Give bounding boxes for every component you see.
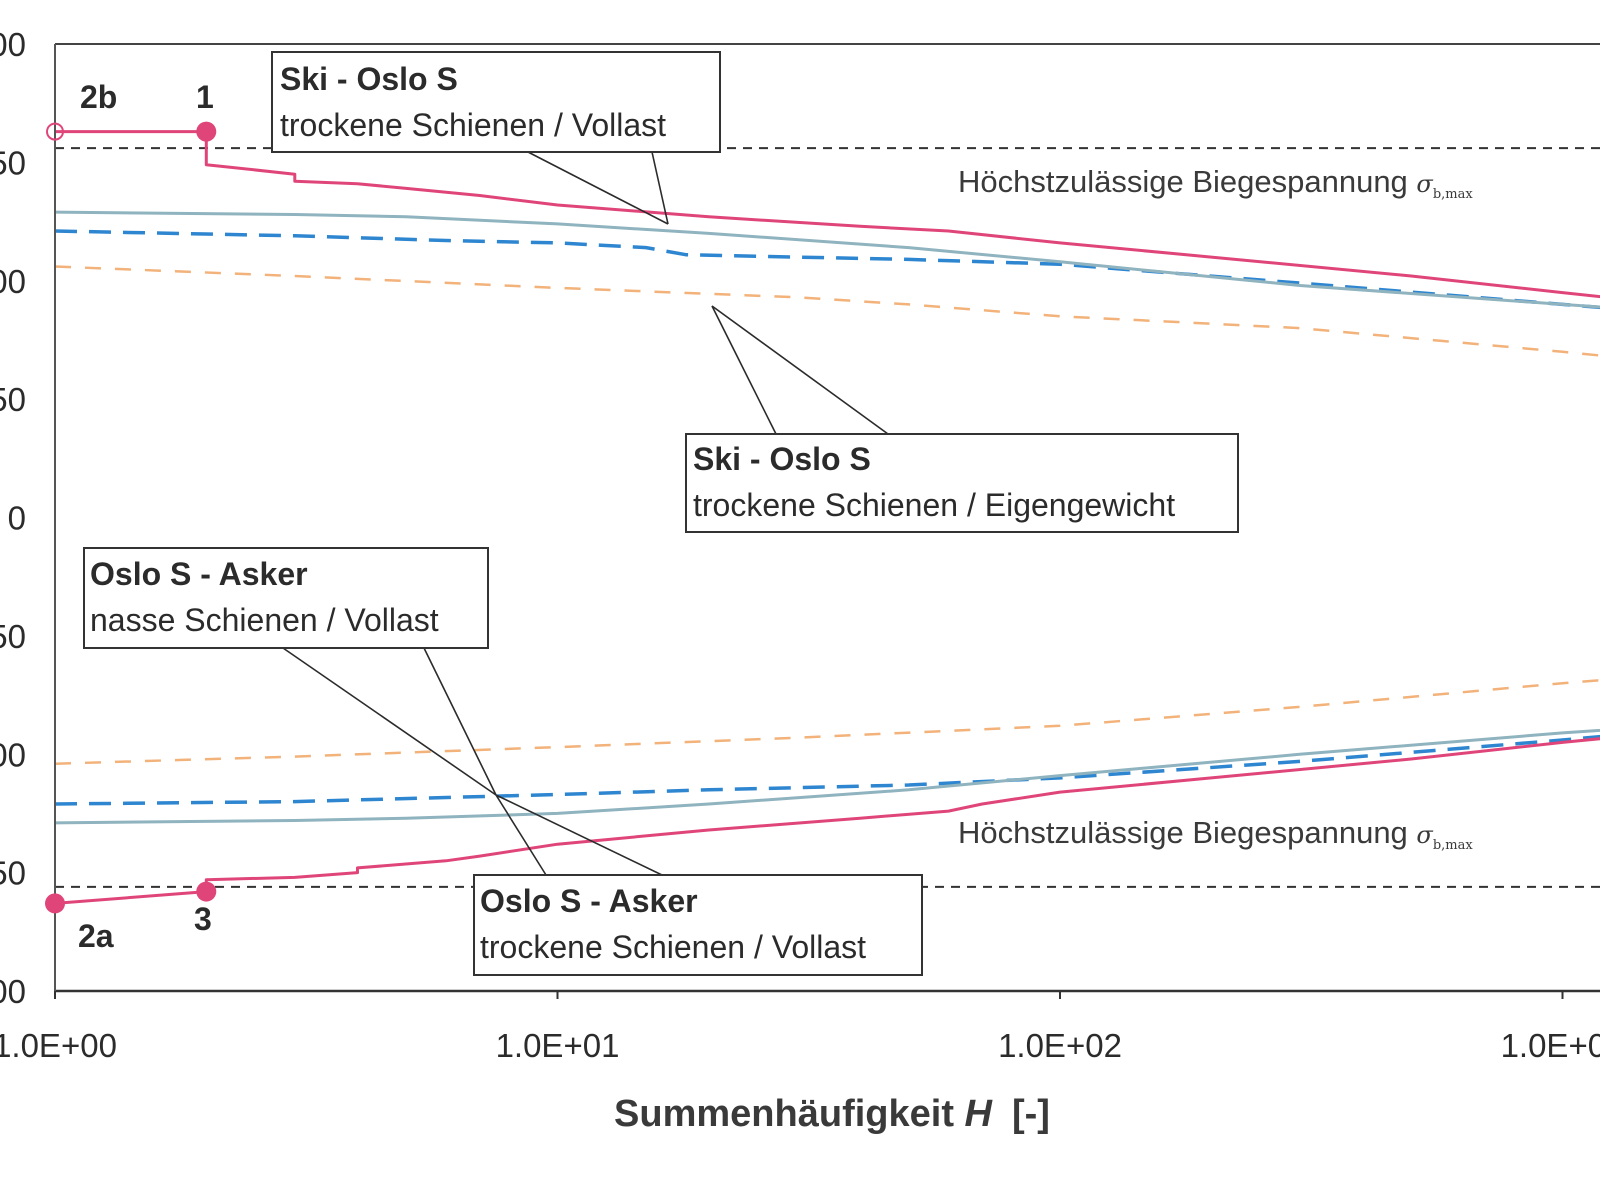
x-tick-label-1: 1.0E+01 xyxy=(496,1027,620,1064)
annotation-3-title: Oslo S - Asker xyxy=(480,883,698,919)
y-tick-label-3: 50 xyxy=(0,381,26,418)
x-tick-label-2: 1.0E+02 xyxy=(998,1027,1122,1064)
reference-line-subscript-1: b,max xyxy=(1433,838,1474,853)
annotations: Ski - Oslo S trockene Schienen / Vollast S… xyxy=(83,51,1239,976)
annotation-0-title: Ski - Oslo S xyxy=(280,61,458,97)
annotation-0-box xyxy=(271,51,721,153)
series-2-upper xyxy=(54,229,1600,310)
series-0-upper xyxy=(55,130,1600,299)
annotation-1-title: Ski - Oslo S xyxy=(693,441,871,477)
point-marker-0 xyxy=(46,122,64,141)
annotation-1-box xyxy=(685,433,1239,533)
x-axis-label: Summenhäufigkeit H [-] xyxy=(614,1093,1050,1135)
annotation-1-subtitle: trockene Schienen / Eigengewicht xyxy=(693,487,1175,523)
x-axis-label-text: Summenhäufigkeit xyxy=(614,1093,965,1135)
reference-line-symbol-1: σ xyxy=(1416,821,1433,849)
y-tick-label-1: 150 xyxy=(0,144,26,181)
x-tick-label-0: 1.0E+00 xyxy=(0,1027,117,1064)
y-tick-label-4: 0 xyxy=(8,500,26,537)
x-tick-label-3: 1.0E+03 xyxy=(1501,1027,1600,1064)
annotation-0-leader-0 xyxy=(527,151,669,225)
annotation-1-leader-1 xyxy=(711,305,889,435)
point-markers: 2b 1 2a 3 xyxy=(45,79,217,954)
point-marker-3 xyxy=(196,881,217,902)
plot-frame xyxy=(54,43,1600,993)
y-tick-label-5: -50 xyxy=(0,618,26,655)
reference-line-label-0: Höchstzulässige Biegespannung σb,max xyxy=(958,164,1473,202)
series-1-upper xyxy=(54,210,1600,309)
reference-lines: Höchstzulässige Biegespannung σb,max Höch… xyxy=(55,147,1600,888)
annotation-2-subtitle: nasse Schienen / Vollast xyxy=(90,602,439,638)
annotation-3-leader-0 xyxy=(495,794,547,876)
annotation-2-leader-1 xyxy=(423,647,497,796)
annotation-2-leader-0 xyxy=(282,647,497,796)
y-tick-label-0: 200 xyxy=(0,26,26,63)
annotation-2-title: Oslo S - Asker xyxy=(90,556,308,592)
reference-line-label-1: Höchstzulässige Biegespannung σb,max xyxy=(958,815,1473,853)
annotation-2-box xyxy=(83,547,489,649)
annotation-3-subtitle: trockene Schienen / Vollast xyxy=(480,929,866,965)
y-tick-label-6: -100 xyxy=(0,736,26,773)
point-label-2: 2a xyxy=(78,918,114,954)
annotation-0-subtitle: trockene Schienen / Vollast xyxy=(280,107,666,143)
reference-line-subscript-0: b,max xyxy=(1433,187,1474,202)
point-label-1: 1 xyxy=(196,79,214,115)
axis-ticks: 1.0E+001.0E+011.0E+021.0E+031.0E+0420015… xyxy=(0,26,1600,1064)
series-3-upper xyxy=(54,265,1600,357)
series-2-lower xyxy=(54,734,1600,806)
x-axis-label-unit: [-] xyxy=(1012,1093,1050,1135)
y-tick-label-2: 100 xyxy=(0,263,26,300)
series-1-lower xyxy=(54,728,1600,825)
point-label-3: 3 xyxy=(194,901,212,937)
point-marker-1 xyxy=(196,121,217,142)
x-axis-label-var: H xyxy=(965,1093,994,1135)
annotation-3-leader-1 xyxy=(495,794,663,876)
annotation-3-box xyxy=(473,874,923,976)
y-tick-label-7: -150 xyxy=(0,855,26,892)
series-lines xyxy=(54,130,1600,905)
reference-line-symbol-0: σ xyxy=(1416,170,1433,198)
annotation-0-leader-1 xyxy=(651,151,669,225)
y-tick-label-8: -200 xyxy=(0,973,26,1010)
point-label-0: 2b xyxy=(80,79,117,115)
point-marker-2 xyxy=(45,893,65,914)
series-3-lower xyxy=(54,678,1600,765)
annotation-1-leader-0 xyxy=(711,305,777,435)
series-0-lower xyxy=(54,737,1600,905)
